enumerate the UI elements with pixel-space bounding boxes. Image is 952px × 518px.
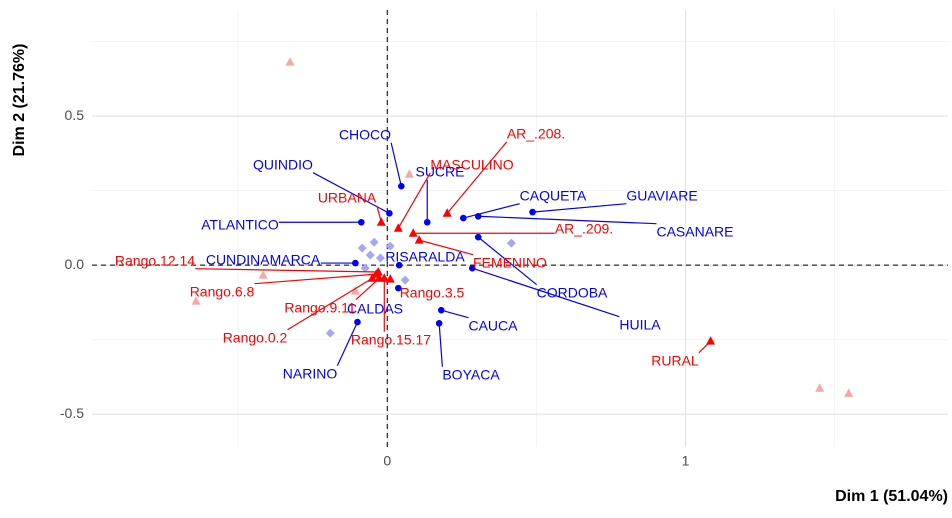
point-label: HUILA: [619, 317, 661, 333]
point: [367, 273, 377, 282]
point-label: CORDOBA: [537, 285, 608, 301]
point: [365, 250, 375, 260]
point: [414, 235, 424, 244]
axes: 0 1 -0.5 0.0 0.5: [60, 10, 948, 469]
point: [460, 214, 467, 222]
leader-line: [477, 236, 537, 286]
point-label: CALDAS: [347, 301, 403, 317]
point-label: CAUCA: [468, 318, 518, 334]
point: [506, 238, 516, 248]
point: [423, 218, 431, 226]
point: [358, 218, 365, 226]
point-label: BOYACA: [442, 367, 500, 383]
point: [350, 286, 360, 295]
point-label: CASANARE: [656, 224, 733, 240]
point: [844, 388, 854, 397]
point: [325, 328, 335, 338]
leader-line: [472, 267, 620, 318]
y-axis-title: Dim 2 (21.76%): [11, 44, 28, 157]
point: [354, 318, 361, 326]
point: [360, 263, 370, 273]
point-label: Rango.9.11: [284, 300, 356, 316]
point-label: QUINDIO: [253, 157, 313, 173]
point-label: FEMENINO: [473, 255, 547, 271]
point-label: AR_.208.: [507, 126, 565, 142]
point: [191, 296, 201, 305]
leader-line: [478, 215, 657, 225]
leader-line: [419, 239, 474, 256]
point: [379, 273, 389, 282]
marks: CHOCO QUINDIO SUCRE CAQUETA GUAVIARE CASANARE…: [115, 57, 854, 397]
point: [397, 182, 405, 190]
x-axis-title: Dim 1 (51.04%): [835, 488, 948, 505]
leader-line: [446, 141, 508, 214]
point-label: URBANA: [318, 190, 377, 206]
point: [376, 217, 386, 226]
point: [369, 237, 379, 247]
point-label: CUNDINAMARCA: [206, 252, 321, 268]
point-label: Rango.3.5: [400, 285, 465, 301]
point-label: MASCULINO: [430, 157, 513, 173]
point: [706, 336, 716, 345]
point: [468, 264, 476, 272]
leader-line: [463, 203, 520, 219]
point-label: CHOCO: [339, 127, 391, 143]
point: [386, 209, 393, 217]
point-label: AR_.209.: [555, 221, 613, 237]
point-label: RURAL: [651, 353, 699, 369]
point-label: Rango.15.17: [351, 332, 431, 348]
x-tick-label: 0: [383, 453, 391, 469]
point: [385, 241, 395, 251]
point-label: RISARALDA: [385, 249, 465, 265]
point: [442, 208, 452, 217]
point: [258, 270, 268, 279]
point: [357, 243, 367, 253]
point-label: Rango.0.2: [223, 330, 288, 346]
point: [385, 274, 395, 283]
point-label: CAQUETA: [520, 188, 587, 204]
leader-line: [441, 309, 469, 319]
point: [395, 284, 402, 292]
plot-panel: [92, 10, 948, 447]
point: [404, 169, 414, 178]
point: [529, 208, 536, 216]
point-label: SUCRE: [415, 164, 464, 180]
point: [375, 253, 385, 263]
leader-line: [287, 277, 373, 331]
leader-line: [336, 321, 358, 366]
point-label: NARINO: [283, 366, 338, 382]
point-label: GUAVIARE: [626, 188, 697, 204]
point-label: Rango.6.8: [190, 284, 255, 300]
point: [437, 306, 445, 314]
leader-line: [532, 203, 627, 213]
y-tick-label: 0.0: [65, 256, 85, 272]
leader-line: [397, 172, 431, 229]
leader-line: [390, 142, 402, 187]
leader-line: [355, 277, 380, 301]
point: [395, 261, 403, 269]
point: [400, 275, 410, 285]
point: [435, 319, 443, 327]
point: [474, 212, 482, 220]
y-tick-label: 0.5: [65, 107, 85, 123]
y-tick-label: -0.5: [60, 405, 84, 421]
point: [393, 223, 403, 232]
point: [815, 383, 825, 392]
leader-line: [195, 268, 379, 273]
point: [352, 259, 359, 267]
leader-line: [254, 273, 377, 285]
x-tick-label: 1: [682, 453, 690, 469]
point: [474, 233, 482, 241]
point: [408, 228, 418, 237]
point-label: Rango.12.14: [115, 253, 195, 269]
point: [285, 57, 295, 66]
leader-line: [438, 323, 443, 367]
point-label: ATLANTICO: [201, 217, 279, 233]
